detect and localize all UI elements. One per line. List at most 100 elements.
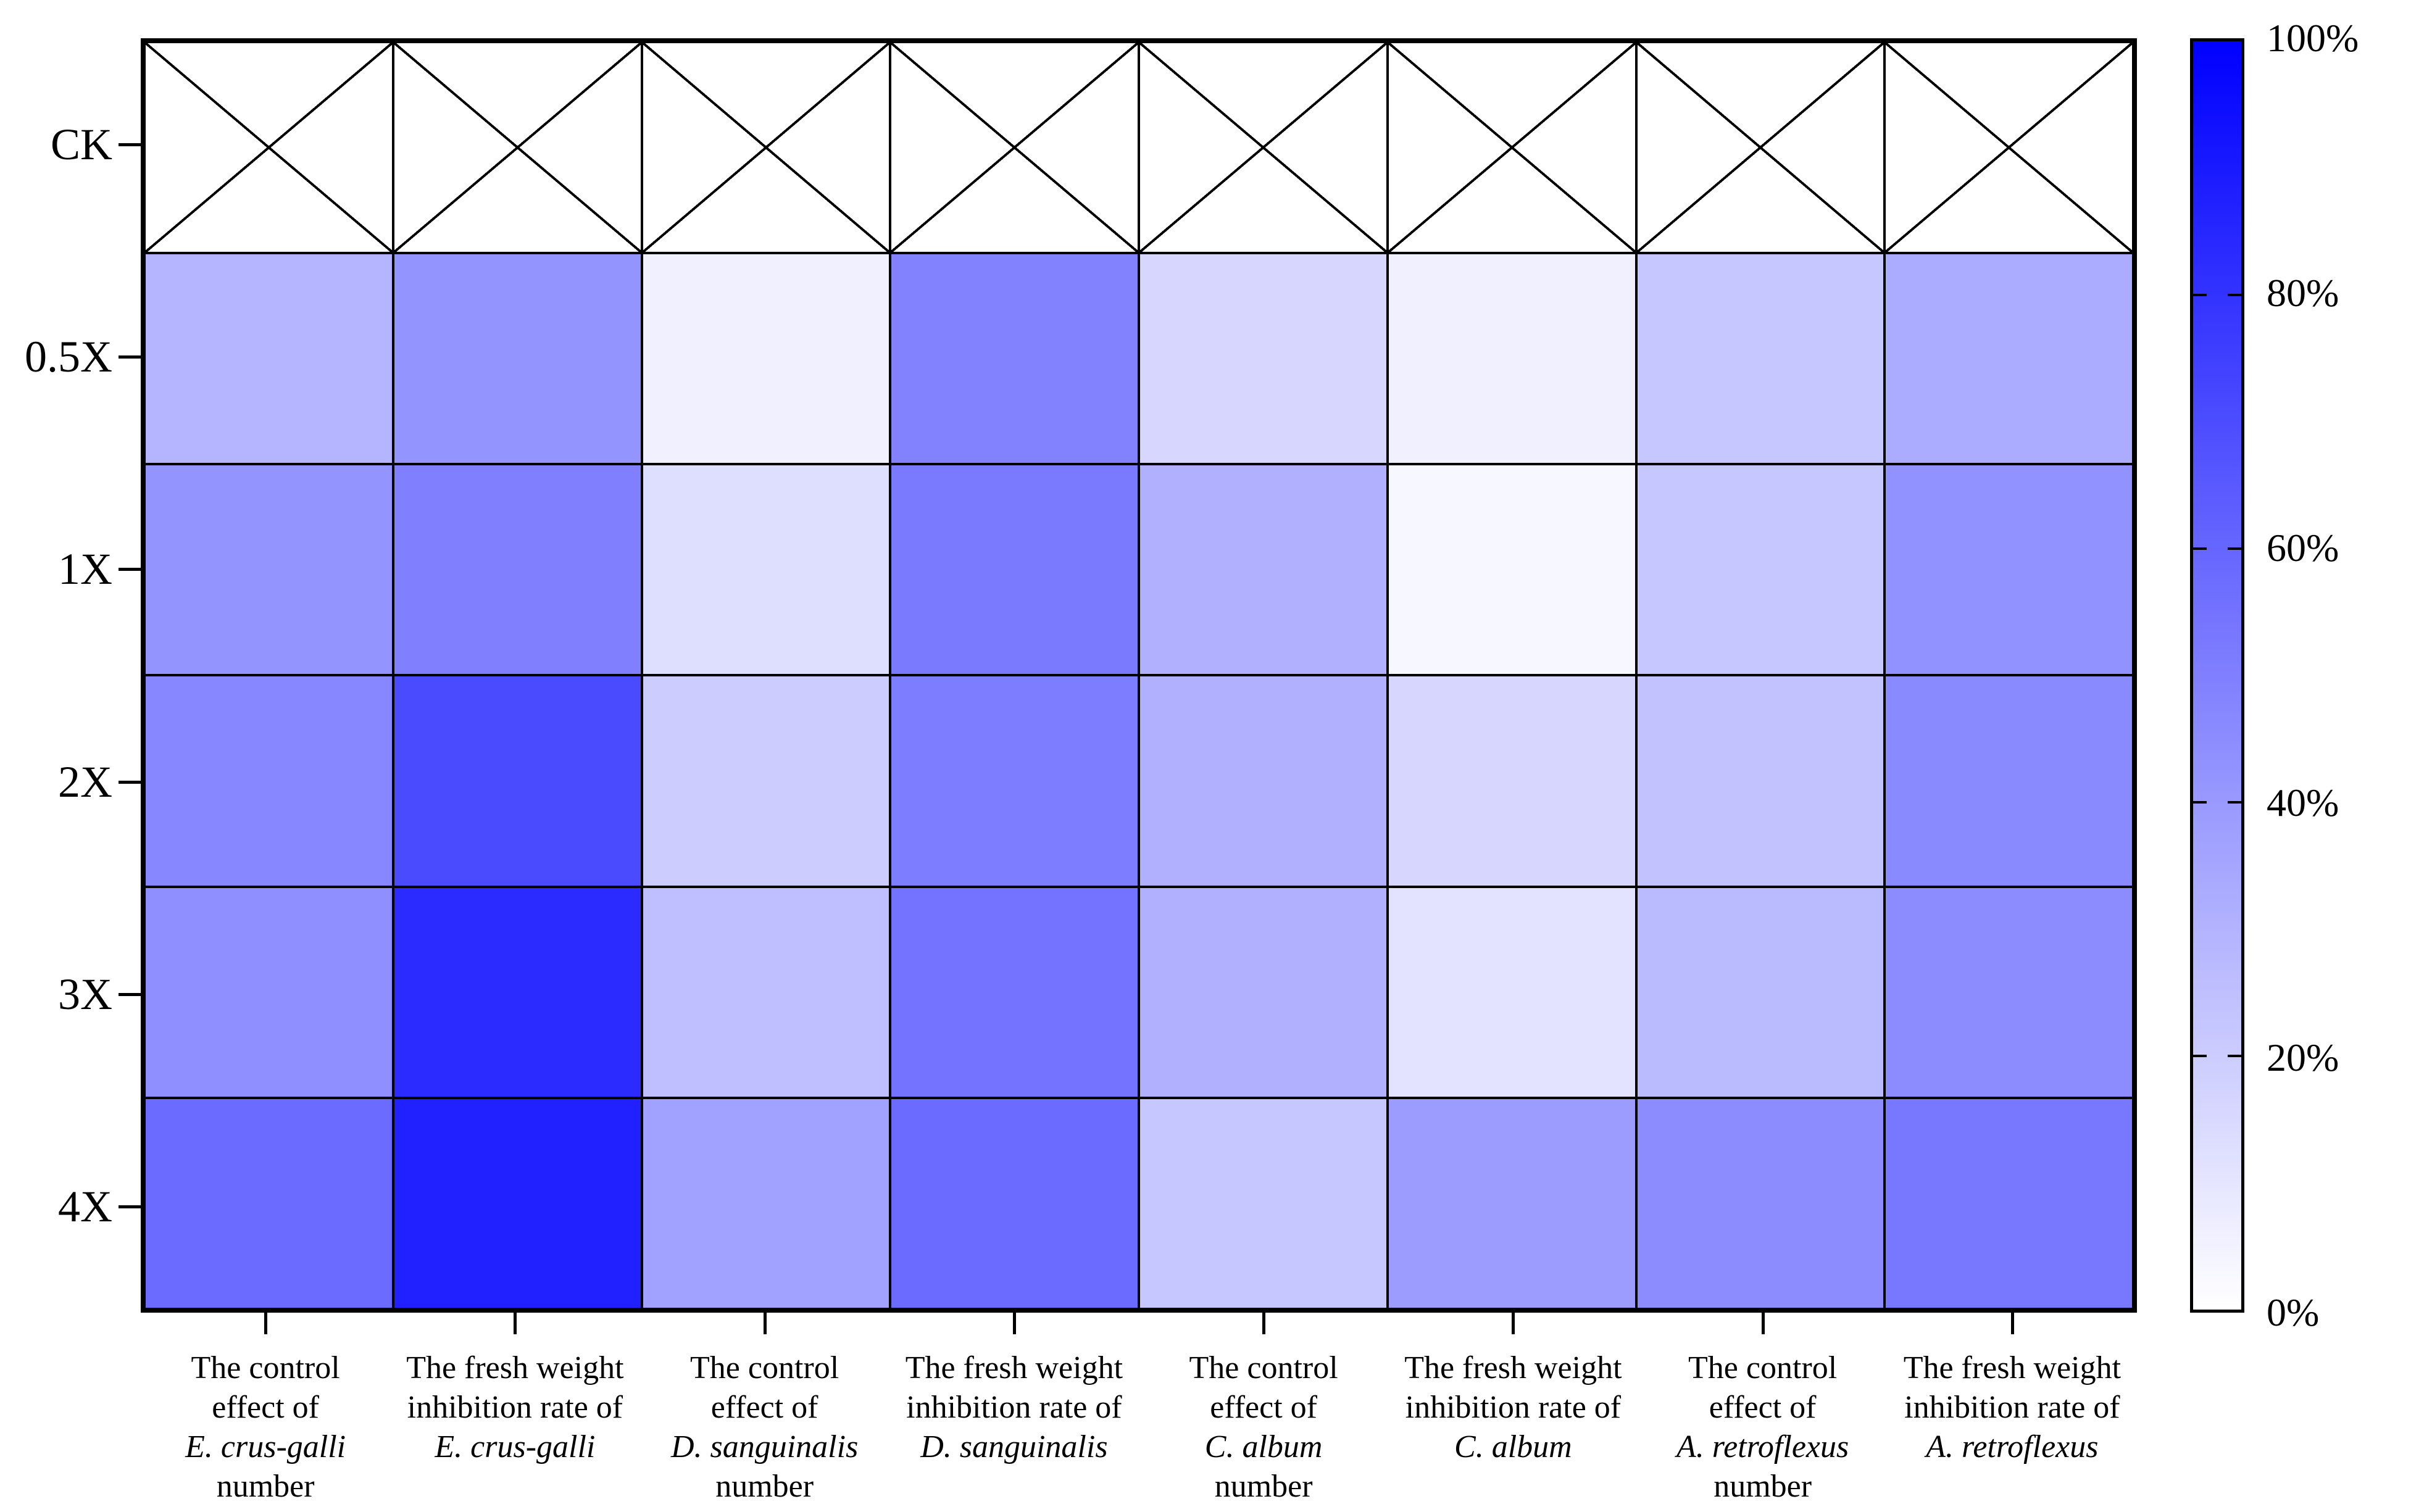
x-tick-label-line: effect of	[1210, 1390, 1317, 1425]
x-tick-label: The fresh weight inhibition rate of C. alb…	[1368, 1348, 1658, 1467]
x-tick-label: The control effect of A. retroflexus number	[1618, 1348, 1908, 1506]
heatmap-cell	[641, 675, 891, 887]
y-tick-mark	[119, 568, 141, 571]
heatmap-cell-missing	[1387, 42, 1636, 254]
heatmap-cell	[1884, 886, 2133, 1098]
y-tick-mark	[119, 143, 141, 147]
heatmap-cell	[1139, 886, 1388, 1098]
x-tick-label-line: The fresh weight	[406, 1350, 624, 1385]
x-tick-label-line: The control	[690, 1350, 839, 1385]
heatmap-cell-missing	[393, 42, 642, 254]
x-tick-label-line: inhibition rate of	[1904, 1390, 2120, 1425]
heatmap-cell-missing	[1636, 42, 1885, 254]
x-tick-mark	[763, 1313, 767, 1334]
x-tick-mark	[514, 1313, 517, 1334]
x-tick-label-line: The control	[1189, 1350, 1338, 1385]
heatmap-cell	[1884, 1097, 2133, 1309]
species-name-label: D. sanguinalis	[920, 1429, 1108, 1464]
heatmap-cell	[890, 464, 1139, 676]
colorbar-tick-label: 0%	[2267, 1290, 2320, 1334]
heatmap-cell	[144, 675, 393, 887]
colorbar-tick-mark	[2228, 547, 2241, 550]
species-name-label: D. sanguinalis	[670, 1429, 859, 1464]
heatmap-cell	[1139, 675, 1388, 887]
heatmap-cell	[1636, 464, 1885, 676]
heatmap-cell	[890, 675, 1139, 887]
x-tick-label-line: inhibition rate of	[906, 1390, 1122, 1425]
heatmap-cell	[1636, 253, 1885, 465]
heatmap-cell	[393, 253, 642, 465]
heatmap-cell	[393, 1097, 642, 1309]
x-tick-label-line: The control	[1688, 1350, 1838, 1385]
x-tick-label-line: number	[1714, 1469, 1812, 1504]
species-name-label: E. crus-galli	[435, 1429, 596, 1464]
species-name-label: C. album	[1204, 1429, 1323, 1464]
heatmap-cell	[890, 1097, 1139, 1309]
heatmap-cell	[641, 1097, 891, 1309]
x-tick-mark	[264, 1313, 268, 1334]
x-tick-label: The control effect of C. album number	[1118, 1348, 1409, 1506]
heatmap-cell-missing	[890, 42, 1139, 254]
colorbar-tick-label: 100%	[2267, 16, 2359, 60]
y-tick-label: 3X	[58, 969, 112, 1019]
x-tick-mark	[1761, 1313, 1765, 1334]
colorbar-tick-label: 20%	[2267, 1036, 2339, 1079]
heatmap-cell	[1139, 1097, 1388, 1309]
species-name-label: A. retroflexus	[1676, 1429, 1849, 1464]
x-tick-mark	[2010, 1313, 2014, 1334]
x-tick-mark	[1012, 1313, 1016, 1334]
x-tick-label-line: effect of	[212, 1390, 319, 1425]
heatmap-cell	[1139, 464, 1388, 676]
heatmap-cell	[1387, 464, 1636, 676]
x-tick-label: The fresh weight inhibition rate of E. cru…	[370, 1348, 660, 1467]
y-tick-label: 0.5X	[25, 332, 112, 382]
x-tick-label-line: number	[715, 1469, 814, 1504]
x-tick-label: The fresh weight inhibition rate of D. san…	[869, 1348, 1159, 1467]
y-tick-mark	[119, 355, 141, 359]
heatmap-cell	[641, 464, 891, 676]
x-tick-label-line: The fresh weight	[905, 1350, 1123, 1385]
heatmap-cell-missing	[144, 42, 393, 254]
y-tick-label: 1X	[58, 544, 112, 594]
colorbar-tick-mark	[2228, 294, 2241, 296]
colorbar-tick-label: 80%	[2267, 271, 2339, 315]
colorbar-tick-label: 40%	[2267, 781, 2339, 825]
heatmap-grid	[141, 38, 2137, 1313]
x-tick-label-line: number	[1214, 1469, 1313, 1504]
species-name-label: A. retroflexus	[1926, 1429, 2099, 1464]
y-tick-mark	[119, 1205, 141, 1208]
y-tick-label: CK	[50, 120, 112, 170]
x-tick-label: The fresh weight inhibition rate of A. ret…	[1867, 1348, 2157, 1467]
heatmap-cell	[890, 886, 1139, 1098]
heatmap-cell	[1636, 1097, 1885, 1309]
colorbar-tick-mark	[2228, 801, 2241, 804]
heatmap-cell	[144, 886, 393, 1098]
x-tick-label-line: The fresh weight	[1903, 1350, 2122, 1385]
x-tick-label-line: number	[216, 1469, 315, 1504]
heatmap-cell	[890, 253, 1139, 465]
heatmap-cell	[393, 675, 642, 887]
species-name-label: E. crus-galli	[185, 1429, 346, 1464]
heatmap-cell	[144, 464, 393, 676]
colorbar-tick-label: 60%	[2267, 526, 2339, 570]
heatmap-cell	[641, 253, 891, 465]
heatmap-cell	[1884, 675, 2133, 887]
heatmap-cell	[1139, 253, 1388, 465]
heatmap-cell-missing	[1139, 42, 1388, 254]
y-tick-mark	[119, 780, 141, 784]
heatmap-cell-missing	[641, 42, 891, 254]
heatmap-cell	[1387, 253, 1636, 465]
y-tick-mark	[119, 992, 141, 996]
heatmap-cell-missing	[1884, 42, 2133, 254]
heatmap-cell	[641, 886, 891, 1098]
x-tick-label-line: effect of	[1709, 1390, 1817, 1425]
heatmap-cell	[1387, 1097, 1636, 1309]
heatmap-cell	[144, 1097, 393, 1309]
species-name-label: C. album	[1454, 1429, 1572, 1464]
x-tick-label-line: inhibition rate of	[407, 1390, 623, 1425]
x-tick-mark	[1262, 1313, 1266, 1334]
x-tick-label-line: The control	[191, 1350, 340, 1385]
heatmap-cell	[393, 886, 642, 1098]
heatmap-cell	[1636, 675, 1885, 887]
